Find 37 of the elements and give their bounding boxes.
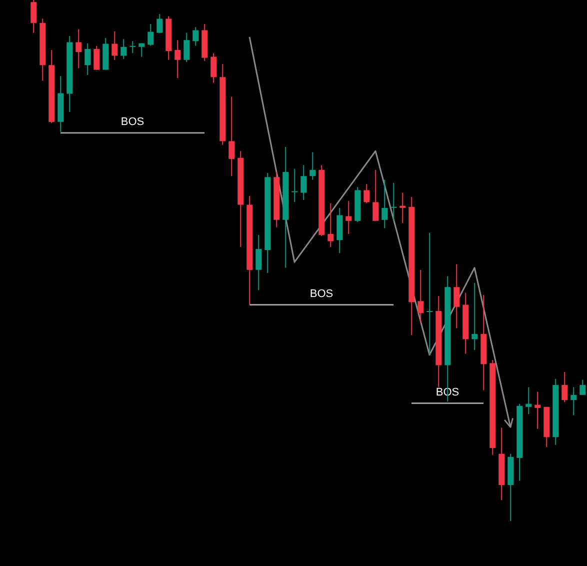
candlestick xyxy=(30,0,37,34)
candlestick xyxy=(472,282,478,351)
candlestick xyxy=(184,32,190,62)
candlestick xyxy=(94,45,100,70)
candlestick xyxy=(310,152,316,180)
candlestick xyxy=(192,26,199,46)
candlestick xyxy=(76,28,82,69)
candlestick xyxy=(120,38,127,60)
candlestick xyxy=(228,96,235,177)
candlestick xyxy=(570,386,577,416)
candlestick xyxy=(138,42,145,58)
candlestick xyxy=(210,52,217,84)
candlestick xyxy=(526,386,532,415)
candlestick xyxy=(418,269,424,324)
candlestick xyxy=(328,202,334,248)
candlestick xyxy=(174,40,181,79)
candlestick xyxy=(562,371,568,403)
series-label: BOS xyxy=(120,116,144,128)
candlestick xyxy=(300,164,307,201)
candlestick xyxy=(390,182,397,222)
candlestick xyxy=(580,379,586,396)
candlestick xyxy=(534,391,541,430)
candlestick xyxy=(346,200,352,234)
candlestick xyxy=(148,23,154,46)
candlestick xyxy=(426,232,433,356)
candlestick xyxy=(454,264,460,329)
candlestick xyxy=(400,192,406,224)
candlestick xyxy=(156,14,163,34)
candlestick xyxy=(130,40,136,54)
candlestick xyxy=(112,30,118,60)
candlestick xyxy=(372,169,379,222)
candlestick xyxy=(292,168,298,203)
candlestick xyxy=(364,183,370,204)
candlestick xyxy=(256,234,262,291)
candlestick xyxy=(84,42,91,76)
candlestick xyxy=(382,179,388,229)
series-label: BOS xyxy=(310,288,334,300)
